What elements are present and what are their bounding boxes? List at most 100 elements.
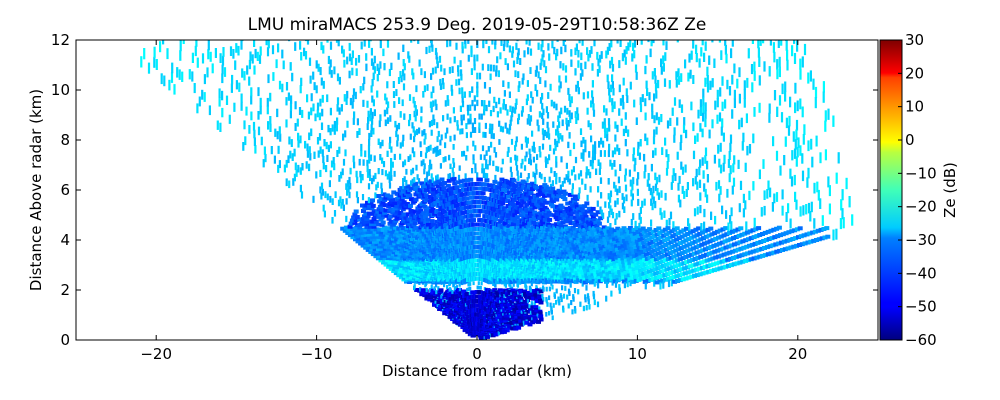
radar-cell xyxy=(450,294,456,299)
radar-cell xyxy=(464,303,468,307)
radar-cell xyxy=(347,224,353,229)
radar-cell xyxy=(514,210,520,215)
radar-cell xyxy=(455,285,459,289)
radar-cell xyxy=(542,108,545,116)
radar-cell xyxy=(393,225,399,230)
radar-cell xyxy=(425,176,428,183)
radar-cell xyxy=(244,136,247,146)
radar-cell xyxy=(561,189,567,194)
radar-cell xyxy=(373,66,376,74)
radar-cell xyxy=(395,124,398,132)
radar-cell xyxy=(472,158,475,165)
radar-cell xyxy=(426,222,431,227)
radar-cell xyxy=(525,98,528,106)
radar-cell xyxy=(526,137,529,144)
radar-cell xyxy=(520,143,523,150)
radar-cell xyxy=(624,112,627,120)
radar-cell xyxy=(580,52,583,61)
radar-cell xyxy=(509,166,512,173)
radar-cell xyxy=(509,157,512,163)
radar-cell xyxy=(386,238,392,243)
radar-cell xyxy=(451,89,454,96)
radar-cell xyxy=(501,158,504,165)
radar-cell xyxy=(449,117,452,124)
radar-cell xyxy=(596,51,599,60)
radar-cell xyxy=(575,43,578,52)
radar-cell xyxy=(513,279,519,284)
radar-cell xyxy=(376,181,379,188)
radar-cell xyxy=(586,91,590,99)
radar-cell xyxy=(445,183,451,188)
radar-cell xyxy=(471,218,476,223)
radar-cell xyxy=(432,301,438,306)
radar-cell xyxy=(423,225,429,229)
radar-cell xyxy=(365,53,368,61)
radar-cell xyxy=(478,72,482,80)
radar-cell xyxy=(347,186,350,193)
radar-cell xyxy=(461,128,464,135)
radar-cell xyxy=(598,140,601,148)
radar-cell xyxy=(503,90,506,97)
radar-cell xyxy=(370,227,376,232)
radar-cell xyxy=(318,133,322,141)
radar-cell xyxy=(370,47,373,56)
radar-cell xyxy=(463,205,469,210)
radar-cell xyxy=(487,280,493,285)
radar-cell xyxy=(383,195,389,200)
radar-cell xyxy=(393,153,396,160)
radar-cell xyxy=(622,128,625,137)
radar-cell xyxy=(359,219,365,224)
radar-cell xyxy=(309,153,312,161)
radar-cell xyxy=(515,159,518,166)
radar-cell xyxy=(459,60,462,68)
radar-cell xyxy=(368,240,374,244)
radar-cell xyxy=(301,163,304,171)
radar-cell xyxy=(452,107,455,114)
radar-cell xyxy=(366,159,369,167)
radar-cell xyxy=(461,91,464,99)
radar-cell xyxy=(382,210,388,215)
radar-cell xyxy=(511,110,514,118)
radar-cell xyxy=(367,117,370,124)
radar-cell xyxy=(372,247,378,252)
radar-cell xyxy=(359,86,362,94)
radar-cell xyxy=(390,197,396,202)
radar-cell xyxy=(510,171,513,178)
radar-cell xyxy=(531,145,534,152)
radar-cell xyxy=(396,134,399,141)
radar-cell xyxy=(668,80,671,89)
radar-cell xyxy=(336,117,339,125)
radar-cell xyxy=(376,74,379,82)
radar-cell xyxy=(426,206,432,211)
radar-cell xyxy=(561,195,566,199)
radar-cell xyxy=(315,85,318,94)
radar-cell xyxy=(509,284,512,289)
radar-cell xyxy=(367,203,373,208)
radar-cell xyxy=(484,163,488,170)
radar-cell xyxy=(446,178,452,183)
radar-cell xyxy=(336,97,340,105)
radar-cell xyxy=(395,89,398,96)
radar-cell xyxy=(592,144,595,152)
radar-cell xyxy=(366,165,369,173)
radar-cell xyxy=(380,235,386,240)
radar-cell xyxy=(391,161,394,168)
radar-cell xyxy=(377,199,383,204)
radar-cell xyxy=(371,249,377,254)
radar-cell xyxy=(390,163,393,170)
radar-cell xyxy=(359,238,365,243)
radar-cell xyxy=(558,190,563,195)
radar-cell xyxy=(427,170,430,176)
radar-cell xyxy=(563,177,566,184)
radar-cell xyxy=(508,45,511,53)
radar-cell xyxy=(532,205,538,210)
radar-cell xyxy=(369,229,375,234)
radar-cell xyxy=(432,86,435,93)
radar-cell xyxy=(221,107,224,118)
radar-cell xyxy=(541,128,544,135)
radar-cell xyxy=(665,41,668,50)
radar-cell xyxy=(444,222,450,227)
radar-cell xyxy=(259,97,262,107)
radar-cell xyxy=(296,118,299,127)
radar-cell xyxy=(399,111,402,118)
